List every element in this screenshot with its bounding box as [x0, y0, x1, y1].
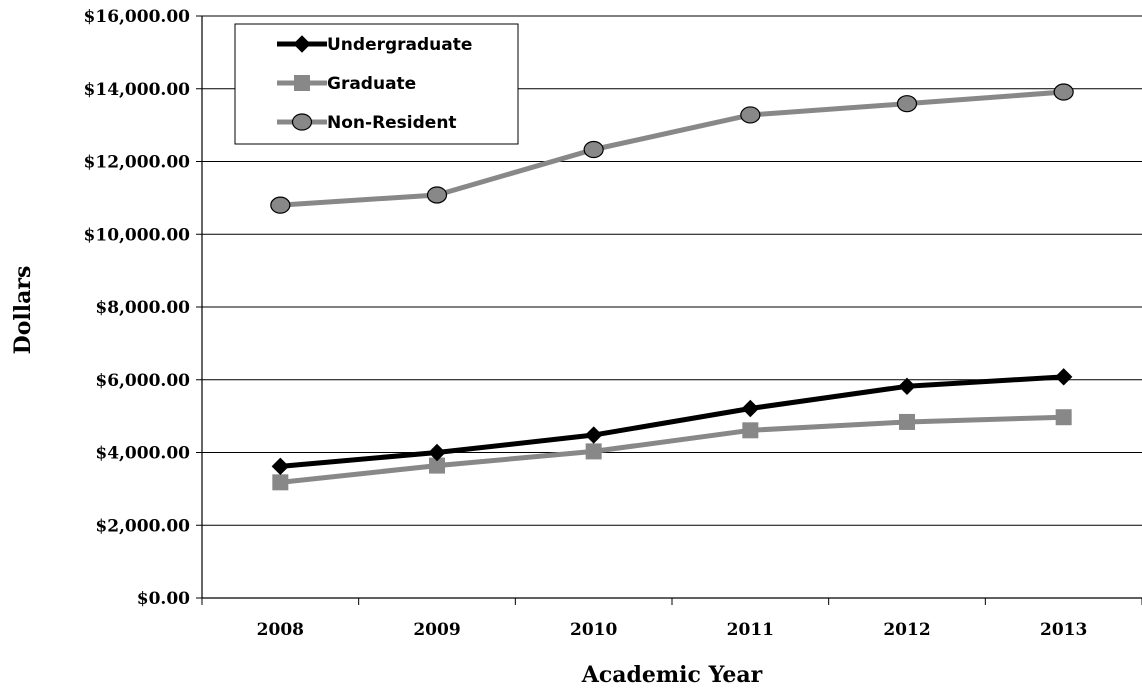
series-lines	[270, 83, 1074, 491]
data-point	[428, 443, 446, 462]
data-point	[896, 95, 918, 113]
series-line	[280, 89, 1064, 208]
x-tick-label: 2008	[257, 620, 304, 640]
y-axis-title: Dollars	[10, 266, 36, 355]
data-point	[584, 426, 603, 444]
x-axis-title: Academic Year	[581, 662, 763, 688]
legend-label: Non-Resident	[327, 113, 457, 133]
data-point	[898, 377, 916, 396]
y-tick-label: $6,000.00	[95, 371, 190, 391]
y-tick-label: $8,000.00	[95, 298, 190, 318]
legend-entry: Graduate	[277, 74, 416, 94]
y-tick-label: $14,000.00	[84, 80, 191, 100]
data-point	[583, 140, 604, 159]
data-point	[270, 196, 291, 214]
y-tick-label: $10,000.00	[84, 225, 191, 245]
data-point	[741, 399, 760, 418]
legend-entry: Undergraduate	[277, 35, 472, 55]
legend-marker	[291, 113, 313, 131]
legend: Undergraduate Graduate Non-Resident	[234, 23, 519, 145]
data-point	[426, 186, 448, 204]
y-tick-label: $2,000.00	[95, 516, 190, 536]
data-point	[271, 457, 290, 476]
legend-marker	[294, 75, 310, 91]
legend-entry: Non-Resident	[277, 113, 457, 133]
data-point	[740, 106, 761, 124]
series-undergraduate	[271, 368, 1073, 476]
series-line	[280, 414, 1064, 485]
data-point	[1054, 368, 1073, 386]
series-non-resident	[270, 83, 1074, 214]
legend-label: Undergraduate	[327, 35, 472, 55]
data-point	[1055, 409, 1072, 426]
data-point	[899, 413, 915, 430]
x-tick-label: 2011	[727, 620, 774, 640]
y-tick-label: $0.00	[137, 589, 190, 609]
x-tick-label: 2010	[570, 620, 617, 640]
y-tick-label: $12,000.00	[84, 153, 191, 173]
data-point	[429, 457, 445, 474]
x-tick-label: 2012	[883, 620, 930, 640]
data-point	[742, 422, 759, 439]
series-line	[280, 374, 1064, 469]
axes: $0.00 $2,000.00 $4,000.00 $6,000.00 $8,000.0…	[84, 7, 1142, 640]
legend-label: Graduate	[327, 74, 416, 94]
legend-marker	[293, 35, 311, 53]
data-point	[1053, 83, 1074, 101]
y-tick-label: $16,000.00	[84, 7, 191, 27]
x-tick-label: 2009	[413, 620, 460, 640]
data-point	[272, 474, 289, 491]
series-graduate	[272, 409, 1072, 491]
y-tick-label: $4,000.00	[95, 444, 190, 464]
data-point	[585, 443, 602, 460]
x-tick-label: 2013	[1040, 620, 1087, 640]
